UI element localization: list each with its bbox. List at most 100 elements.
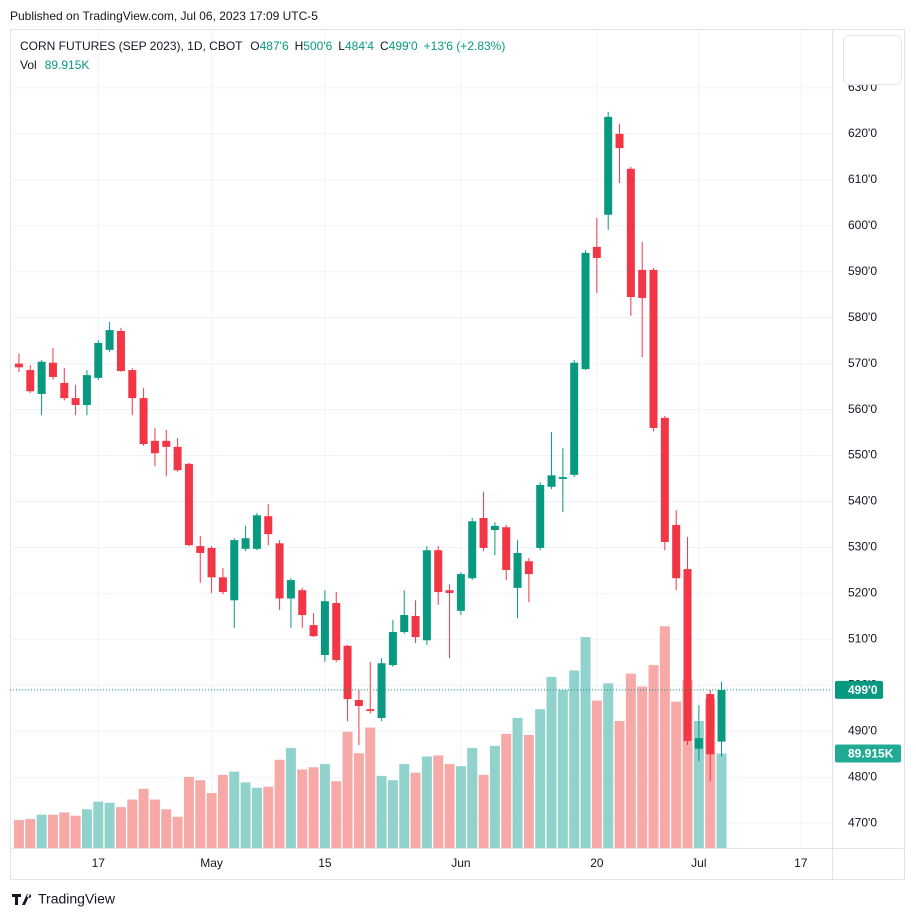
volume-bar bbox=[512, 717, 523, 848]
volume-bar bbox=[297, 769, 308, 848]
candle-body bbox=[411, 615, 420, 638]
last-price-box bbox=[835, 680, 883, 699]
y-tick-label: 490'0 bbox=[848, 723, 877, 737]
x-tick-label: Jun bbox=[451, 856, 470, 870]
legend-value: 487'6 bbox=[260, 39, 289, 53]
y-tick-label: 530'0 bbox=[848, 540, 877, 554]
candle-body bbox=[683, 569, 692, 741]
grid bbox=[10, 30, 832, 848]
volume-bar bbox=[444, 764, 455, 848]
candle-body bbox=[660, 417, 669, 542]
candle-body bbox=[298, 590, 307, 616]
volume-name: Vol bbox=[20, 58, 37, 72]
brand-logo: TradingView bbox=[12, 891, 116, 907]
candle-body bbox=[332, 603, 341, 661]
volume-bar bbox=[229, 771, 240, 848]
volume-bar bbox=[455, 766, 466, 848]
candle-body bbox=[434, 550, 443, 593]
candle-body bbox=[468, 521, 477, 579]
y-tick-label: 480'0 bbox=[848, 769, 877, 783]
volume-bar bbox=[263, 786, 274, 848]
volume-bar bbox=[410, 772, 421, 848]
volume-bar bbox=[591, 700, 602, 848]
y-tick-label: 620'0 bbox=[848, 126, 877, 140]
candle-body bbox=[592, 246, 601, 258]
volume-bar bbox=[376, 775, 387, 848]
volume-bar bbox=[365, 727, 376, 848]
candle-body bbox=[26, 370, 35, 392]
volume-bar bbox=[127, 799, 138, 848]
legend-value: 499'0 bbox=[389, 39, 418, 53]
volume-bar bbox=[353, 753, 364, 848]
volume-bar bbox=[387, 780, 398, 848]
candle-body bbox=[94, 342, 103, 378]
candle-body bbox=[502, 527, 511, 570]
volume-bar bbox=[240, 782, 251, 848]
volume-legend: Vol 89.915K bbox=[20, 58, 89, 72]
y-tick-label: 520'0 bbox=[848, 586, 877, 600]
brand: TradingView bbox=[38, 891, 116, 907]
candle-body bbox=[207, 547, 216, 578]
volume-bar bbox=[501, 733, 512, 848]
candle-body bbox=[252, 515, 261, 549]
candle-body bbox=[60, 382, 69, 399]
y-tick-label: 600'0 bbox=[848, 218, 877, 232]
y-tick-label: 570'0 bbox=[848, 356, 877, 370]
volume-bar bbox=[285, 747, 296, 848]
legend-label: O bbox=[250, 39, 259, 53]
candle-body bbox=[445, 590, 454, 593]
candle-body bbox=[422, 550, 431, 641]
last-price-label: 499'0 bbox=[848, 683, 878, 697]
candle-body bbox=[706, 694, 715, 755]
volume-bar bbox=[161, 809, 172, 848]
candle-body bbox=[241, 538, 250, 549]
volume-bar bbox=[614, 720, 625, 848]
volume-bar bbox=[421, 756, 432, 848]
volume-bar bbox=[274, 759, 285, 848]
volume-bar bbox=[25, 818, 36, 848]
volume-bar bbox=[671, 701, 682, 848]
volume-bar bbox=[625, 673, 636, 848]
volume-bar bbox=[716, 753, 727, 848]
volume-bar bbox=[478, 774, 489, 848]
volume-bar bbox=[682, 680, 693, 848]
last-volume-label: 89.915K bbox=[848, 747, 894, 761]
x-tick-label: 20 bbox=[590, 856, 604, 870]
candle-body bbox=[400, 615, 409, 633]
volume-value: 89.915K bbox=[45, 58, 90, 72]
candle-body bbox=[184, 463, 193, 546]
volume-bar bbox=[13, 820, 24, 848]
candle-body bbox=[230, 540, 239, 601]
volume-bar bbox=[580, 637, 591, 848]
candle-body bbox=[604, 116, 613, 215]
candle-body bbox=[105, 330, 114, 350]
volume-bar bbox=[217, 774, 228, 848]
volume-bars bbox=[13, 626, 727, 848]
volume-bar bbox=[546, 676, 557, 848]
candle-body bbox=[286, 580, 295, 599]
volume-bar bbox=[251, 787, 262, 848]
logo-mark bbox=[12, 894, 32, 905]
candle-body bbox=[649, 269, 658, 428]
volume-bar bbox=[93, 801, 104, 848]
x-tick-label: May bbox=[200, 856, 223, 870]
x-tick-label: 17 bbox=[92, 856, 106, 870]
candle-body bbox=[139, 398, 148, 445]
candle-body bbox=[558, 477, 567, 479]
published-note: Published on TradingView.com, Jul 06, 20… bbox=[10, 9, 318, 23]
candles bbox=[14, 111, 726, 781]
candle-body bbox=[309, 625, 318, 637]
candle-body bbox=[581, 252, 590, 370]
y-tick-label: 560'0 bbox=[848, 402, 877, 416]
candle-body bbox=[626, 168, 635, 297]
volume-bar bbox=[149, 799, 160, 848]
volume-bar bbox=[331, 781, 342, 848]
candle-body bbox=[264, 516, 273, 535]
candle-body bbox=[717, 689, 726, 742]
scale-button[interactable] bbox=[843, 35, 902, 85]
y-tick-label: 510'0 bbox=[848, 632, 877, 646]
candle-body bbox=[37, 361, 46, 394]
candle-body bbox=[615, 133, 624, 149]
legend-label: H bbox=[295, 39, 304, 53]
candle-body bbox=[173, 446, 182, 471]
